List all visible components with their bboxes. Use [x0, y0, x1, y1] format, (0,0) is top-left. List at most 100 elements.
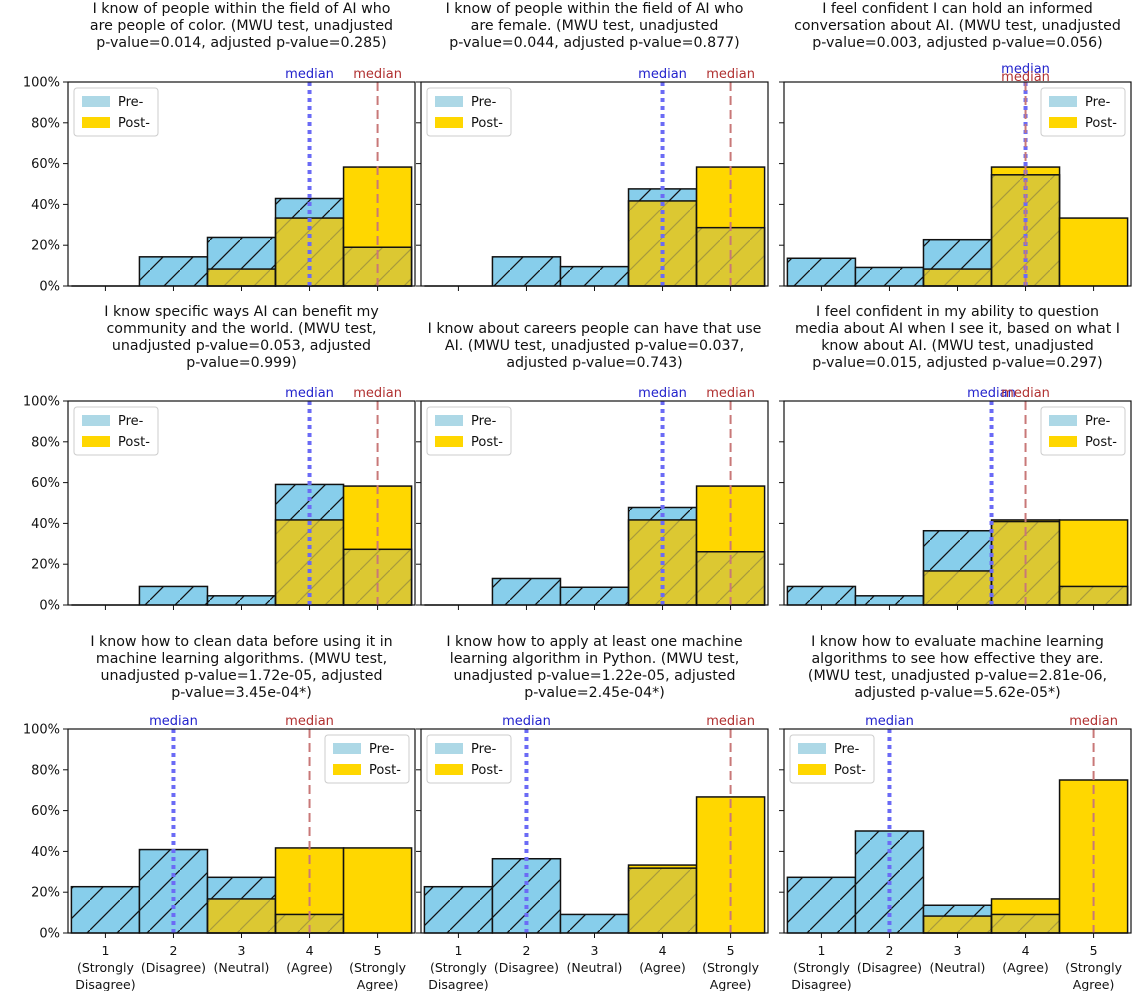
median-pre-label: median	[1001, 62, 1050, 77]
bar-overlap-hatch-3	[923, 570, 992, 605]
subplot-title: I know of people within the field of AI …	[57, 1, 427, 52]
y-tick-label: 60%	[31, 476, 60, 491]
subplot-title-line: know about AI. (MWU test, unadjusted	[821, 338, 1094, 354]
subplot-title-line: p-value=0.044, adjusted p-value=0.877)	[449, 35, 740, 51]
legend-label-post: Post-	[471, 116, 503, 131]
x-tick-label: 3	[591, 943, 599, 958]
bar-pre-hatch-3	[560, 587, 629, 605]
x-tick-label: (Disagree)	[494, 960, 559, 975]
median-post-label: median	[1001, 386, 1050, 401]
y-tick-label: 40%	[31, 198, 60, 213]
subplot-4: median median 0% 20% 40% 60% 80% 100% Pre- Post-	[23, 386, 416, 614]
median-pre-label: median	[967, 386, 1016, 401]
bar-overlap-hatch-5	[1059, 586, 1128, 605]
legend-label-post: Post-	[369, 763, 401, 778]
x-tick-label: (Strongly	[1065, 960, 1123, 975]
bar-pre-hatch-2	[492, 858, 561, 933]
subplot-title-line: unadjusted p-value=1.22e-05, adjusted	[453, 668, 736, 684]
subplot-title-line: p-value=3.45e-04*)	[171, 685, 312, 701]
legend: Pre- Post-	[324, 734, 410, 784]
subplot-title-line: I know of people within the field of AI …	[445, 1, 744, 17]
median-post-label: median	[353, 67, 402, 82]
bar-overlap-hatch-3	[207, 898, 276, 933]
y-tick-label: 20%	[31, 558, 60, 573]
subplot-title: I know about careers people can have tha…	[410, 321, 780, 372]
y-tick-label: 0%	[39, 599, 60, 614]
median-post-label: median	[285, 714, 334, 729]
legend-label-pre: Pre-	[1085, 414, 1111, 429]
legend-label-post: Post-	[834, 763, 866, 778]
median-pre-label: median	[502, 714, 551, 729]
x-tick-label: 2	[885, 943, 893, 958]
y-tick-label: 40%	[31, 517, 60, 532]
bar-pre-hatch-1	[71, 886, 140, 933]
bar-pre-hatch-1	[787, 258, 856, 286]
x-tick-label: 2	[169, 943, 177, 958]
subplot-5: median median Pre- Post-	[416, 386, 769, 610]
legend: Pre- Post-	[1040, 87, 1126, 137]
legend-swatch-post	[333, 764, 361, 775]
y-tick-label: 0%	[39, 280, 60, 295]
legend: Pre- Post-	[73, 406, 159, 456]
legend-label-pre: Pre-	[471, 742, 497, 757]
bar-pre-hatch-3	[207, 237, 276, 270]
legend-swatch-post	[82, 117, 110, 128]
subplot-title-line: unadjusted p-value=1.72e-05, adjusted	[100, 668, 383, 684]
x-tick-label: Disagree)	[75, 977, 135, 991]
subplot-title-line: are female. (MWU test, unadjusted	[470, 18, 719, 34]
legend-label-post: Post-	[118, 435, 150, 450]
subplot-title-line: learning algorithm in Python. (MWU test,	[449, 651, 740, 667]
x-tick-label: (Disagree)	[141, 960, 206, 975]
median-pre-label: median	[285, 386, 334, 401]
legend: Pre- Post-	[789, 734, 875, 784]
subplot-title: I know specific ways AI can benefit my co…	[57, 304, 427, 372]
legend-label-post: Post-	[1085, 435, 1117, 450]
bar-pre-hatch-2	[492, 256, 561, 286]
median-post-label: median	[706, 67, 755, 82]
y-tick-label: 60%	[31, 804, 60, 819]
legend-swatch-post	[435, 764, 463, 775]
subplot-title-line: adjusted p-value=5.62e-05*)	[854, 685, 1061, 701]
x-tick-label: 5	[727, 943, 735, 958]
legend-swatch-pre	[333, 743, 361, 754]
subplot-title-line: conversation about AI. (MWU test, unadju…	[794, 18, 1121, 34]
subplot-9: median median 1 (Strongly Disagree) 2 (Disagre…	[779, 714, 1132, 991]
subplot-title: I know how to apply at least one machine…	[410, 634, 780, 702]
x-tick-label: 2	[522, 943, 530, 958]
x-tick-label: (Agree)	[1002, 960, 1048, 975]
median-pre-label: median	[638, 67, 687, 82]
subplot-title-line: p-value=0.003, adjusted p-value=0.056)	[812, 35, 1103, 51]
subplot-title: I feel confident I can hold an informed c…	[773, 1, 1142, 52]
subplot-2: median median Pre- Post-	[416, 67, 769, 291]
subplot-title-line: media about AI when I see it, based on w…	[794, 321, 1120, 337]
y-tick-label: 100%	[23, 76, 60, 91]
subplot-title: I know of people within the field of AI …	[410, 1, 780, 52]
bar-post-5	[343, 847, 412, 933]
median-pre-label: median	[285, 67, 334, 82]
legend-swatch-pre	[435, 415, 463, 426]
legend-swatch-post	[435, 117, 463, 128]
legend-swatch-post	[798, 764, 826, 775]
x-tick-label: 3	[954, 943, 962, 958]
legend-swatch-post	[435, 436, 463, 447]
legend-label-pre: Pre-	[834, 742, 860, 757]
subplot-title: I know how to clean data before using it…	[57, 634, 427, 702]
subplot-1: median median 0% 20% 40% 60% 80% 100% Pre- Post-	[23, 67, 416, 295]
y-tick-label: 20%	[31, 239, 60, 254]
subplot-title-line: p-value=0.015, adjusted p-value=0.297)	[812, 355, 1103, 371]
bar-overlap-hatch-4	[275, 914, 344, 933]
bar-overlap-hatch-3	[923, 269, 992, 286]
y-tick-label: 80%	[31, 763, 60, 778]
legend-label-pre: Pre-	[471, 95, 497, 110]
subplot-8: median median 1 (Strongly Disagree) 2 (Disagre…	[416, 714, 769, 991]
legend-label-post: Post-	[118, 116, 150, 131]
legend: Pre- Post-	[73, 87, 159, 137]
bar-pre-hatch-3	[923, 905, 992, 917]
subplot-title-line: I know how to apply at least one machine	[446, 634, 743, 650]
bar-overlap-hatch-4	[991, 914, 1060, 933]
median-post-label: median	[1001, 70, 1050, 85]
subplot-title-line: are people of color. (MWU test, unadjust…	[89, 18, 394, 34]
subplot-title-line: adjusted p-value=0.743)	[506, 355, 683, 371]
legend-label-post: Post-	[471, 763, 503, 778]
median-pre-label: median	[638, 386, 687, 401]
